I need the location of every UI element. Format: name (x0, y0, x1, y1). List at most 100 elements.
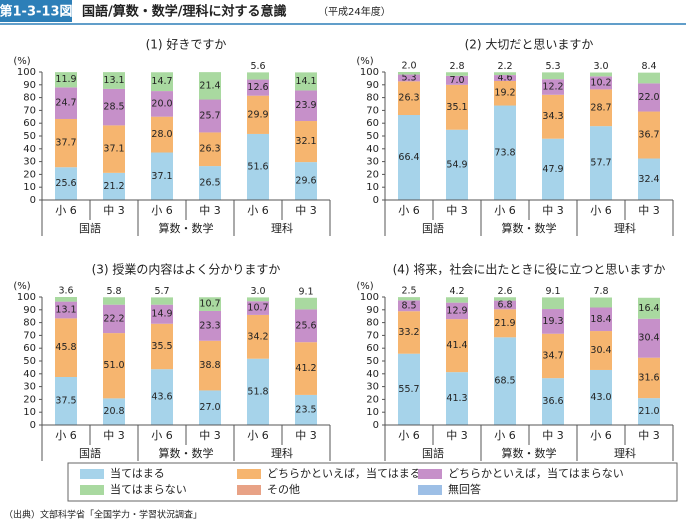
value-label: 12.2 (542, 81, 563, 92)
value-label: 8.5 (401, 300, 416, 311)
bar-segment (542, 297, 564, 310)
bar-segment (398, 72, 420, 75)
bar-segment (446, 84, 468, 130)
value-label: 25.6 (55, 178, 76, 189)
y-axis-label: (%) (356, 281, 373, 292)
bar-segment (247, 358, 269, 425)
group-label: 理科 (271, 221, 293, 235)
value-label: 14.9 (151, 309, 172, 320)
group-label: 理科 (614, 446, 636, 460)
bar-segment (446, 372, 468, 425)
value-label: 29.6 (295, 176, 316, 187)
x-tick-label: 中 3 (638, 429, 660, 442)
bar-segment (103, 398, 125, 425)
value-label: 30.4 (590, 345, 611, 356)
x-tick-label: 中 3 (638, 204, 660, 217)
value-label: 35.5 (151, 341, 172, 352)
value-label: 25.6 (295, 320, 316, 331)
bar-segment (247, 314, 269, 359)
x-tick-label: 中 3 (446, 429, 468, 442)
y-tick-label: 20 (23, 394, 36, 405)
y-tick-label: 30 (23, 157, 36, 168)
bar-segment (247, 297, 269, 302)
y-tick-label: 80 (366, 318, 379, 329)
value-label: 6.8 (497, 299, 512, 310)
bar-segment (542, 138, 564, 200)
y-tick-label: 80 (23, 93, 36, 104)
value-label: 7.0 (449, 75, 464, 86)
source-note: （出典）文部科学省「全国学力・学習状況調査」 (4, 509, 202, 521)
value-label: 14.1 (295, 76, 316, 87)
bar-segment (247, 95, 269, 134)
bar-segment (590, 72, 612, 77)
legend-label: 当てはまる (110, 466, 165, 480)
y-tick-label: 100 (17, 67, 36, 78)
bar-segment (494, 80, 516, 106)
x-tick-label: 中 3 (446, 204, 468, 217)
y-tick-label: 10 (23, 407, 36, 418)
value-label: 5.3 (401, 72, 416, 83)
legend-swatch (80, 469, 104, 479)
figure-badge (0, 0, 72, 22)
bar-segment (398, 297, 420, 301)
y-tick-label: 60 (23, 118, 36, 129)
bar-segment (247, 72, 269, 80)
y-tick-label: 30 (23, 382, 36, 393)
bar-segment (55, 87, 77, 119)
value-label: 43.0 (590, 392, 611, 403)
value-label: 24.7 (55, 98, 76, 109)
value-label: 2.5 (401, 286, 416, 297)
bar-segment (398, 353, 420, 425)
x-tick-label: 中 3 (103, 204, 125, 217)
y-tick-label: 10 (366, 407, 379, 418)
y-tick-label: 70 (366, 330, 379, 341)
value-label: 2.6 (497, 286, 512, 297)
bar-segment (247, 79, 269, 96)
bar-segment (151, 91, 173, 117)
value-label: 19.3 (542, 316, 563, 327)
value-label: 8.4 (641, 61, 656, 72)
value-label: 20.8 (103, 406, 124, 417)
y-axis-label: (%) (356, 56, 373, 67)
y-tick-label: 80 (23, 318, 36, 329)
x-tick-label: 小 6 (494, 204, 516, 217)
y-tick-label: 90 (23, 305, 36, 316)
value-label: 20.0 (151, 98, 172, 109)
group-label: 国語 (422, 221, 444, 235)
bar-segment (295, 162, 317, 200)
y-tick-label: 70 (23, 330, 36, 341)
value-label: 37.7 (55, 138, 76, 149)
bar-segment (199, 166, 221, 200)
chart-title: (2) 大切だと思いますか (465, 38, 594, 52)
x-tick-label: 中 3 (542, 429, 564, 442)
bar-segment (103, 72, 125, 89)
group-label: 国語 (422, 446, 444, 460)
bar-segment (295, 297, 317, 310)
legend-label: 無回答 (448, 482, 481, 496)
value-label: 31.6 (638, 372, 659, 383)
bar-segment (638, 111, 660, 159)
y-tick-label: 90 (366, 305, 379, 316)
bar-segment (494, 105, 516, 200)
value-label: 27.0 (199, 402, 220, 413)
value-label: 68.5 (494, 376, 515, 387)
x-tick-label: 小 6 (247, 204, 269, 217)
y-tick-label: 20 (366, 169, 379, 180)
value-label: 21.0 (638, 406, 659, 417)
value-label: 5.3 (545, 61, 560, 72)
value-label: 54.9 (446, 159, 467, 170)
value-label: 35.1 (446, 102, 467, 113)
y-tick-label: 60 (366, 343, 379, 354)
bar-segment (151, 72, 173, 92)
value-label: 41.4 (446, 340, 467, 351)
bar-segment (151, 369, 173, 425)
bar-segment (542, 79, 564, 95)
bar-segment (398, 300, 420, 312)
bar-segment (103, 297, 125, 305)
y-tick-label: 50 (23, 131, 36, 142)
value-label: 9.1 (545, 286, 560, 297)
x-tick-label: 小 6 (590, 429, 612, 442)
value-label: 28.5 (103, 102, 124, 113)
group-label: 算数・数学 (159, 221, 214, 235)
x-tick-label: 中 3 (199, 204, 221, 217)
